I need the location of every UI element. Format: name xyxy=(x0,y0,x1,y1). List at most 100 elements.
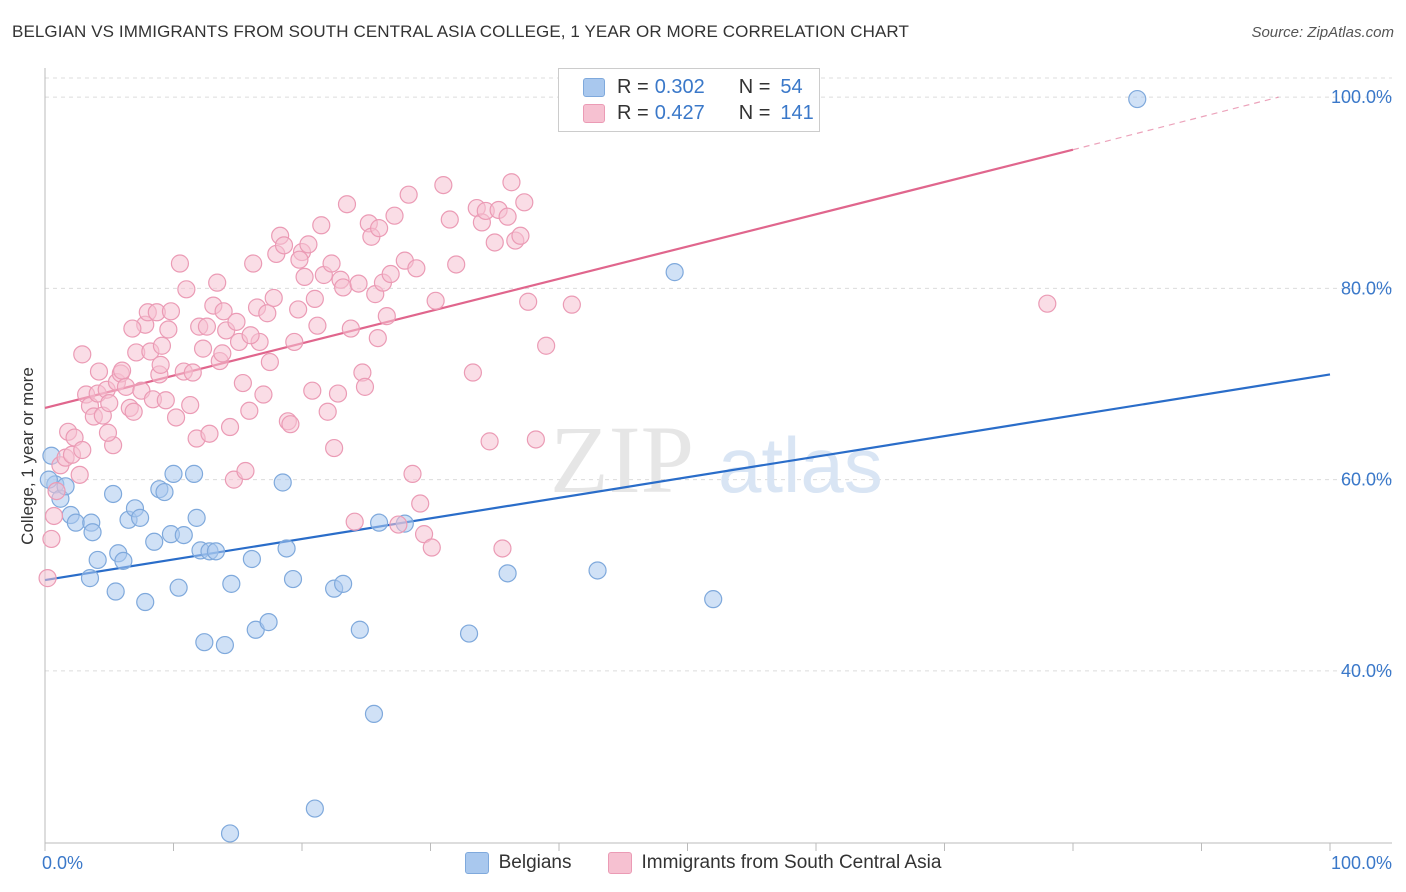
point-immigrants xyxy=(159,320,178,339)
point-immigrants xyxy=(264,288,283,308)
point-immigrants xyxy=(89,362,109,381)
tick-labels: 40.0% 60.0% 80.0% 100.0% xyxy=(1331,87,1392,681)
point-immigrants xyxy=(325,438,344,458)
point-belgians xyxy=(206,542,226,561)
point-belgians xyxy=(459,624,479,643)
point-immigrants xyxy=(498,207,517,226)
point-immigrants xyxy=(334,278,353,297)
point-immigrants xyxy=(42,529,61,549)
point-immigrants xyxy=(328,384,348,403)
point-immigrants xyxy=(73,440,92,460)
point-immigrants xyxy=(208,273,227,292)
point-immigrants xyxy=(562,295,581,314)
point-immigrants xyxy=(305,289,324,308)
point-immigrants xyxy=(258,304,277,323)
point-immigrants xyxy=(290,250,309,269)
point-immigrants xyxy=(38,569,57,588)
point-immigrants xyxy=(318,402,337,421)
point-belgians xyxy=(184,464,204,483)
point-belgians xyxy=(174,525,193,545)
correlation-legend: R = 0.302 N = 54 R = 0.427 N = 141 xyxy=(558,68,820,132)
point-immigrants xyxy=(170,254,190,273)
legend-r-value: 0.302 xyxy=(654,75,705,98)
point-belgians xyxy=(106,582,125,601)
point-immigrants xyxy=(485,233,504,252)
point-belgians xyxy=(283,569,303,589)
point-belgians xyxy=(665,263,684,282)
point-belgians xyxy=(364,704,384,724)
point-belgians xyxy=(169,578,188,597)
chart-title: BELGIAN VS IMMIGRANTS FROM SOUTH CENTRAL… xyxy=(12,22,909,41)
legend-row-immigrants: R = 0.427 N = 141 xyxy=(583,100,814,126)
y-tick-label: 100.0% xyxy=(1331,87,1392,107)
trend-line-extension xyxy=(1072,96,1279,151)
point-immigrants xyxy=(341,319,360,338)
point-immigrants xyxy=(213,344,232,363)
point-belgians xyxy=(215,635,234,655)
point-immigrants xyxy=(411,494,430,513)
point-belgians xyxy=(220,824,240,843)
point-belgians xyxy=(334,574,353,593)
point-immigrants xyxy=(166,408,186,427)
point-immigrants xyxy=(519,292,538,311)
legend-item-immigrants: Immigrants from South Central Asia xyxy=(607,852,941,874)
point-immigrants xyxy=(502,173,521,192)
point-immigrants xyxy=(227,312,246,331)
point-immigrants xyxy=(285,332,304,352)
point-immigrants xyxy=(1038,294,1057,313)
point-belgians xyxy=(195,633,214,652)
legend-n-value: 54 xyxy=(780,75,803,98)
legend-swatch-blue xyxy=(464,852,489,874)
point-immigrants xyxy=(414,525,434,544)
point-immigrants xyxy=(236,461,255,481)
point-immigrants xyxy=(426,291,445,310)
point-belgians xyxy=(88,550,107,570)
point-immigrants xyxy=(193,339,213,358)
point-belgians xyxy=(259,613,278,632)
point-immigrants xyxy=(220,417,240,437)
point-immigrants xyxy=(124,402,143,421)
point-immigrants xyxy=(123,319,142,338)
point-belgians xyxy=(498,564,517,583)
point-immigrants xyxy=(368,329,387,348)
point-belgians xyxy=(350,620,369,639)
point-immigrants xyxy=(407,259,426,278)
point-belgians xyxy=(136,592,155,612)
point-belgians xyxy=(114,551,133,571)
point-belgians xyxy=(588,561,607,580)
point-belgians xyxy=(187,508,206,527)
point-immigrants xyxy=(281,415,300,434)
point-immigrants xyxy=(511,226,530,245)
legend-swatch-blue xyxy=(583,77,605,97)
legend-item-belgians: Belgians xyxy=(464,852,572,874)
point-immigrants xyxy=(100,394,119,413)
legend-n-value: 141 xyxy=(780,101,814,124)
point-immigrants xyxy=(116,377,136,396)
legend-label-belgians: Belgians xyxy=(498,852,572,873)
watermark-zip: ZIP xyxy=(550,406,694,513)
point-immigrants xyxy=(381,264,400,284)
legend-r-value: 0.427 xyxy=(654,101,705,124)
point-immigrants xyxy=(44,506,64,526)
point-immigrants xyxy=(447,255,466,274)
point-belgians xyxy=(130,508,150,527)
point-belgians xyxy=(155,482,174,502)
point-immigrants xyxy=(312,216,331,235)
trend-line-belgians xyxy=(44,373,1331,582)
point-immigrants xyxy=(308,316,327,335)
legend-n-label: N = xyxy=(738,75,771,98)
watermark-atlas: atlas xyxy=(718,421,883,509)
point-immigrants xyxy=(152,336,172,355)
point-immigrants xyxy=(422,538,441,557)
point-immigrants xyxy=(233,373,252,393)
point-belgians xyxy=(83,523,102,542)
point-belgians xyxy=(145,532,164,551)
point-immigrants xyxy=(345,512,364,531)
point-immigrants xyxy=(337,195,357,214)
point-immigrants xyxy=(399,185,418,204)
point-immigrants xyxy=(493,539,512,558)
y-tick-label: 60.0% xyxy=(1341,470,1392,490)
point-belgians xyxy=(273,473,292,492)
point-immigrants xyxy=(463,363,483,382)
point-immigrants xyxy=(181,395,200,415)
